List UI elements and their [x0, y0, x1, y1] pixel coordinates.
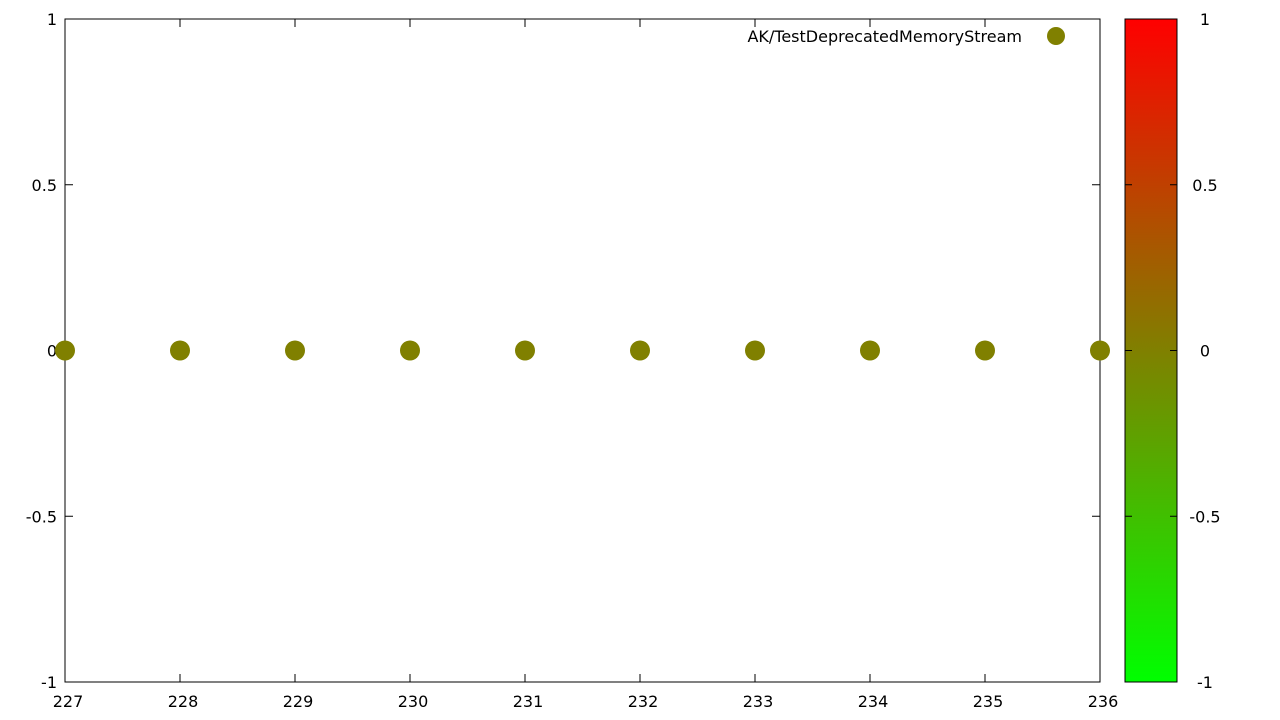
data-point: [400, 340, 420, 361]
colorbar-tick-label: -0.5: [1189, 507, 1220, 526]
legend: AK/TestDeprecatedMemoryStream: [747, 27, 1065, 46]
y-tick-label: 1: [47, 10, 57, 29]
data-point: [745, 340, 765, 361]
colorbar-tick-label: -1: [1197, 673, 1213, 692]
data-point: [285, 340, 305, 361]
colorbar-scale: [1124, 18, 1178, 683]
data-point: [1090, 340, 1110, 361]
x-tick-label: 233: [743, 692, 774, 711]
data-point: [630, 340, 650, 361]
x-tick-label: 227: [53, 692, 84, 711]
y-axis: -1 -0.5 0 0.5 1: [26, 10, 1100, 692]
x-tick-label: 236: [1088, 692, 1119, 711]
colorbar-tick-label: 1: [1200, 10, 1210, 29]
x-axis: 227 228 229 230 231 232 233 234 235 236: [53, 19, 1119, 711]
legend-label: AK/TestDeprecatedMemoryStream: [747, 27, 1022, 46]
data-point: [975, 340, 995, 361]
data-point: [860, 340, 880, 361]
data-point: [515, 340, 535, 361]
x-tick-label: 232: [628, 692, 659, 711]
legend-marker: [1047, 27, 1065, 45]
y-tick-label: -0.5: [26, 507, 57, 526]
colorbar: -1 -0.5 0 0.5 1: [1124, 10, 1221, 692]
y-tick-label: 0.5: [32, 176, 57, 195]
x-tick-label: 231: [513, 692, 544, 711]
x-tick-label: 234: [858, 692, 889, 711]
x-tick-label: 229: [283, 692, 314, 711]
y-tick-label: -1: [41, 673, 57, 692]
colorbar-tick-label: 0.5: [1192, 176, 1217, 195]
data-point: [170, 340, 190, 361]
x-tick-label: 235: [973, 692, 1004, 711]
x-tick-label: 230: [398, 692, 429, 711]
data-point: [55, 340, 75, 361]
data-points: [55, 340, 1110, 361]
plot-border: [64, 18, 1101, 683]
x-tick-label: 228: [168, 692, 199, 711]
colorbar-tick-label: 0: [1200, 342, 1210, 361]
y-tick-label: 0: [47, 342, 57, 361]
plot-area: [64, 18, 1101, 683]
